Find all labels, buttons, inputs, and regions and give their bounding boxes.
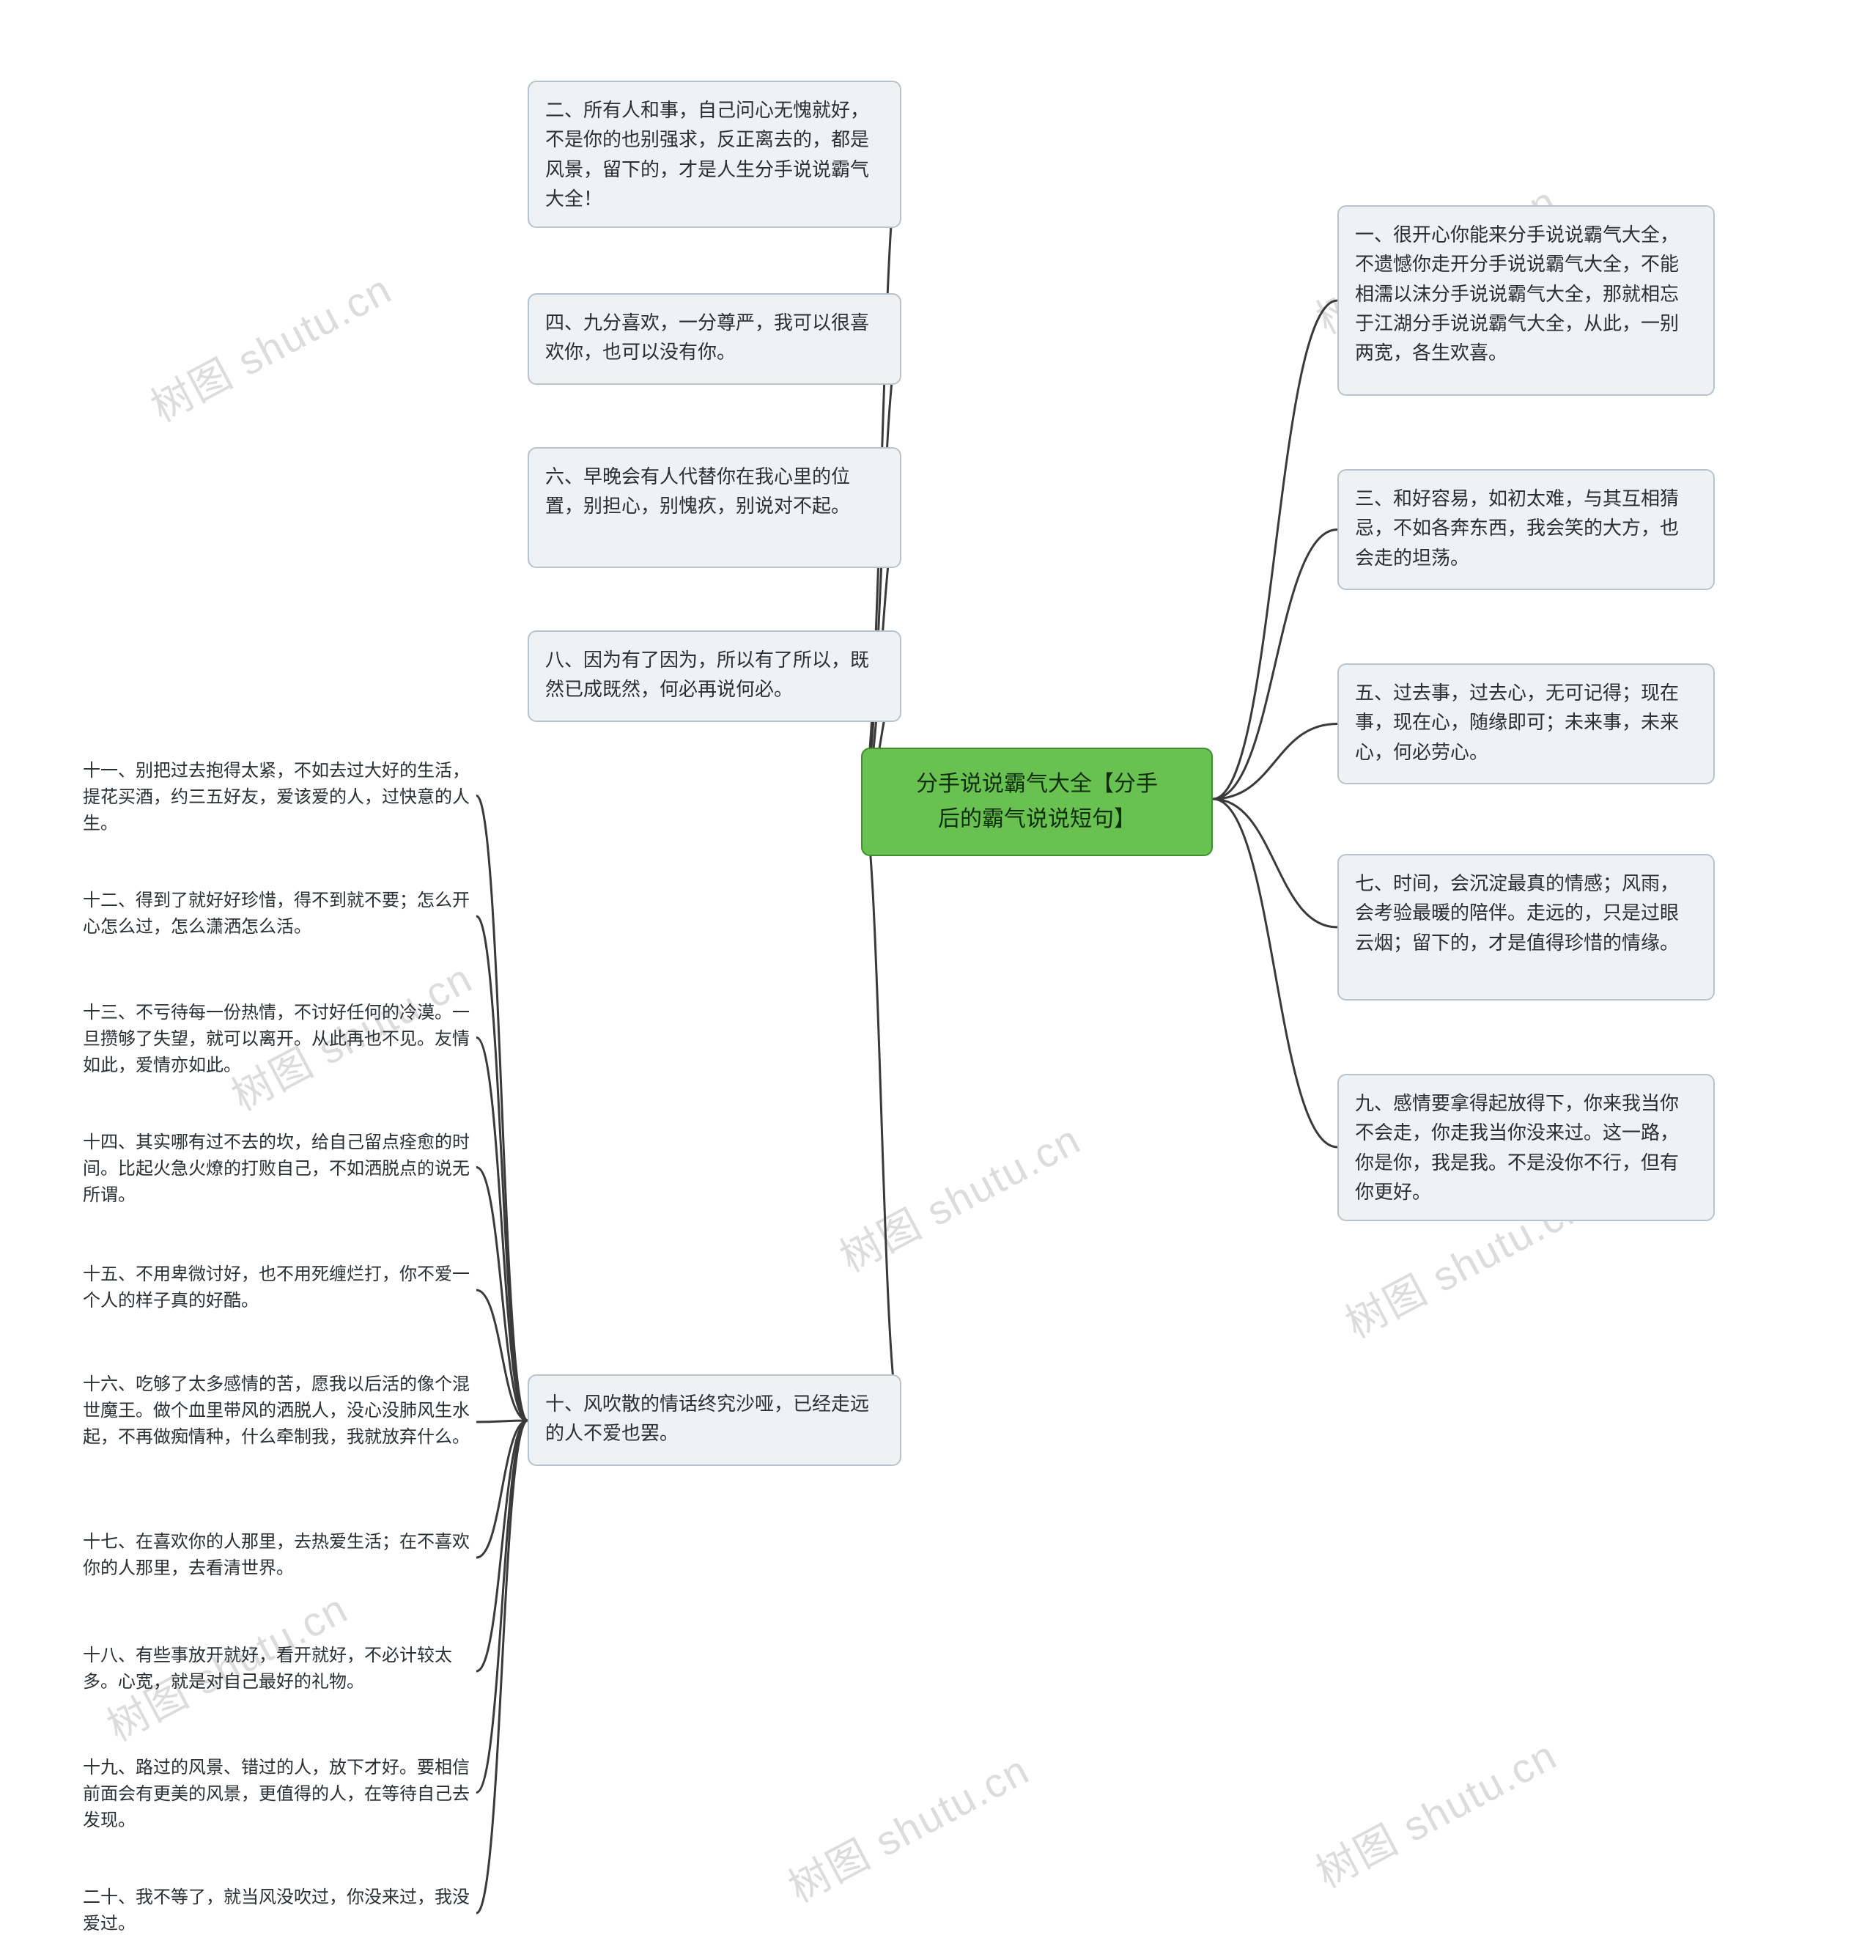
node-center[interactable]: 分手说说霸气大全【分手 后的霸气说说短句】: [861, 748, 1213, 856]
node-g15[interactable]: 十五、不用卑微讨好，也不用死缠烂打，你不爱一个人的样子真的好酷。: [77, 1257, 476, 1323]
edge: [861, 339, 901, 800]
edge: [476, 1421, 528, 1422]
edge: [476, 1168, 528, 1421]
node-g13[interactable]: 十三、不亏待每一份热情，不讨好任何的冷漠。一旦攒够了失望，就可以离开。从此再也不…: [77, 995, 476, 1083]
node-g16[interactable]: 十六、吃够了太多感情的苦，愿我以后活的像个混世魔王。做个血里带风的洒脱人，没心没…: [77, 1367, 476, 1477]
edge: [476, 916, 528, 1421]
watermark: 树图 shutu.cn: [139, 257, 401, 433]
node-l6[interactable]: 六、早晚会有人代替你在我心里的位置，别担心，别愧疚，别说对不起。: [528, 447, 901, 568]
edge: [1213, 799, 1337, 1147]
node-g20[interactable]: 二十、我不等了，就当风没吹过，你没来过，我没爱过。: [77, 1880, 476, 1946]
edge: [476, 796, 528, 1421]
edge: [476, 1290, 528, 1421]
node-r3[interactable]: 三、和好容易，如初太难，与其互相猜忌，不如各奔东西，我会笑的大方，也会走的坦荡。: [1337, 469, 1715, 590]
node-l8[interactable]: 八、因为有了因为，所以有了所以，既然已成既然，何必再说何必。: [528, 630, 901, 722]
edge: [1213, 530, 1337, 800]
mindmap-canvas: 树图 shutu.cn 树图 shutu.cn 树图 shutu.cn 树图 shut…: [0, 0, 1876, 1960]
edge: [1213, 301, 1337, 799]
node-l2[interactable]: 二、所有人和事，自己问心无愧就好，不是你的也别强求，反正离去的，都是风景，留下的…: [528, 81, 901, 228]
node-g17[interactable]: 十七、在喜欢你的人那里，去热爱生活；在不喜欢你的人那里，去看清世界。: [77, 1525, 476, 1591]
node-r7[interactable]: 七、时间，会沉淀最真的情感；风雨，会考验最暖的陪伴。走远的，只是过眼云烟；留下的…: [1337, 854, 1715, 1001]
node-g14[interactable]: 十四、其实哪有过不去的坎，给自己留点痊愈的时间。比起火急火燎的打败自己，不如洒脱…: [77, 1125, 476, 1213]
edge: [476, 1421, 528, 1793]
edge: [476, 1421, 528, 1671]
edge: [476, 1421, 528, 1913]
edge: [476, 1421, 528, 1558]
node-r9[interactable]: 九、感情要拿得起放得下，你来我当你不会走，你走我当你没来过。这一路，你是你，我是…: [1337, 1074, 1715, 1221]
node-g18[interactable]: 十八、有些事放开就好，看开就好，不必计较太多。心宽，就是对自己最好的礼物。: [77, 1638, 476, 1704]
node-g11[interactable]: 十一、别把过去抱得太紧，不如去过大好的生活，提花买酒，约三五好友，爱该爱的人，过…: [77, 754, 476, 841]
node-r1[interactable]: 一、很开心你能来分手说说霸气大全，不遗憾你走开分手说说霸气大全，不能相濡以沫分手…: [1337, 205, 1715, 396]
node-l10[interactable]: 十、风吹散的情话终究沙哑，已经走远的人不爱也罢。: [528, 1374, 901, 1466]
edge: [476, 1038, 528, 1421]
node-l4[interactable]: 四、九分喜欢，一分尊严，我可以很喜欢你，也可以没有你。: [528, 293, 901, 385]
watermark: 树图 shutu.cn: [828, 1107, 1090, 1283]
watermark: 树图 shutu.cn: [1304, 1723, 1566, 1899]
edge: [861, 799, 901, 1421]
edge: [1213, 799, 1337, 927]
watermark: 树图 shutu.cn: [777, 1737, 1038, 1914]
node-r5[interactable]: 五、过去事，过去心，无可记得；现在事，现在心，随缘即可；未来事，未来心，何必劳心…: [1337, 663, 1715, 784]
node-g19[interactable]: 十九、路过的风景、错过的人，放下才好。要相信前面会有更美的风景，更值得的人，在等…: [77, 1750, 476, 1838]
node-g12[interactable]: 十二、得到了就好好珍惜，得不到就不要；怎么开心怎么过，怎么潇洒怎么活。: [77, 883, 476, 949]
edge: [1213, 724, 1337, 800]
